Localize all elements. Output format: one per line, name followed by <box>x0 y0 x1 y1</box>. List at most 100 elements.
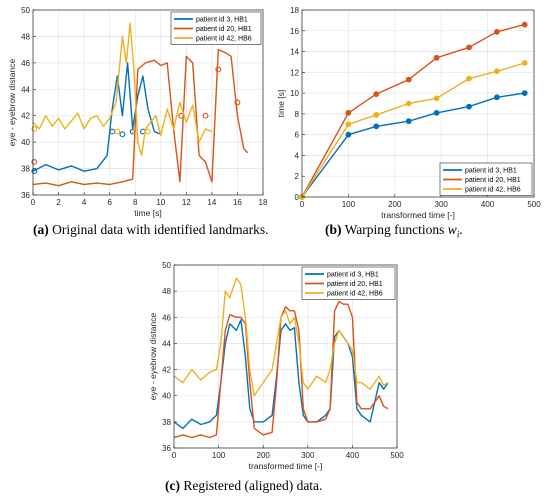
x-tick-label: 300 <box>435 200 449 209</box>
landmark-marker <box>114 128 121 135</box>
x-tick-label: 100 <box>212 451 226 460</box>
legend-label: patient id 42, HB6 <box>327 291 383 298</box>
x-tick-label: 0 <box>300 200 305 209</box>
legend-label: patient id 20, HB1 <box>327 281 383 288</box>
series-line-3 <box>32 22 213 157</box>
data-point <box>345 109 352 116</box>
caption-b-math: w <box>447 222 457 237</box>
landmark-marker <box>31 125 38 132</box>
y-tick-label: 6 <box>295 131 300 140</box>
x-tick-label: 100 <box>342 200 356 209</box>
landmark-marker <box>31 159 38 165</box>
landmark-marker <box>132 128 139 135</box>
x-tick-label: 0 <box>172 451 177 460</box>
caption-c-text: Registered (aligned) data. <box>183 478 323 493</box>
y-axis-label: eye - eyebrow distance <box>7 59 17 147</box>
y-tick-label: 36 <box>21 191 30 200</box>
caption-c-tag: (c) <box>165 478 180 493</box>
x-tick-label: 200 <box>388 200 402 209</box>
data-point <box>493 28 500 35</box>
y-tick-label: 14 <box>290 48 299 57</box>
y-tick-label: 40 <box>21 138 30 147</box>
y-tick-label: 2 <box>295 172 300 181</box>
legend-label: patient id 20, HB1 <box>196 26 252 33</box>
caption-b-tag: (b) <box>325 222 342 237</box>
x-tick-label: 14 <box>207 198 216 207</box>
y-tick-label: 48 <box>162 287 171 296</box>
data-point <box>405 100 412 107</box>
landmark-marker <box>119 131 126 138</box>
caption-a-text: Original data with identified landmarks. <box>52 222 269 237</box>
x-tick-label: 400 <box>481 200 495 209</box>
series-line-3 <box>173 277 389 397</box>
landmark-marker <box>145 128 151 135</box>
data-point <box>493 68 500 75</box>
x-tick-label: 8 <box>133 198 138 207</box>
caption-a-tag: (a) <box>33 222 49 237</box>
y-tick-label: 50 <box>21 6 30 15</box>
caption-b-end: . <box>459 222 463 237</box>
caption-b: (b) Warping functions wi. <box>325 222 463 240</box>
y-tick-label: 12 <box>290 68 299 77</box>
axes-box <box>173 264 398 449</box>
legend-label: patient id 3, HB1 <box>327 272 379 279</box>
y-tick-label: 42 <box>162 366 171 375</box>
data-point <box>345 121 352 128</box>
y-axis-label: eye - eyebrow distance <box>148 313 158 401</box>
legend: patient id 3, HB1 patient id 20, HB1 patie… <box>170 11 262 45</box>
x-axis-label: transformed time [-] <box>381 210 455 220</box>
legend-label: patient id 20, HB1 <box>465 177 521 184</box>
y-tick-label: 48 <box>21 32 30 41</box>
landmark-marker <box>234 99 241 106</box>
x-tick-label: 16 <box>233 198 242 207</box>
caption-b-sub: i <box>456 229 460 240</box>
y-tick-label: 44 <box>162 339 171 348</box>
y-tick-label: 0 <box>295 193 300 202</box>
x-tick-label: 500 <box>390 451 404 460</box>
caption-b-text: Warping functions <box>344 222 448 237</box>
x-tick-label: 500 <box>527 200 541 209</box>
x-tick-label: 0 <box>31 198 36 207</box>
x-axis-label: transformed time [-] <box>249 461 323 471</box>
landmark-marker <box>215 66 222 73</box>
x-tick-label: 200 <box>257 451 271 460</box>
data-point <box>493 94 500 101</box>
series-line-2 <box>32 48 249 187</box>
x-axis-label: time [s] <box>134 208 161 218</box>
legend-label: patient id 3, HB1 <box>196 17 248 24</box>
x-tick-label: 18 <box>259 198 268 207</box>
data-point <box>521 21 528 28</box>
data-point <box>521 90 528 97</box>
y-tick-label: 40 <box>162 392 171 401</box>
data-point <box>373 91 380 98</box>
x-tick-label: 400 <box>346 451 360 460</box>
legend-label: patient id 3, HB1 <box>465 168 517 175</box>
data-point <box>433 95 440 102</box>
caption-c: (c) Registered (aligned) data. <box>165 478 322 494</box>
data-point <box>433 109 440 116</box>
series-line-1 <box>301 92 525 198</box>
x-tick-label: 2 <box>56 198 61 207</box>
y-tick-label: 46 <box>21 59 30 68</box>
series-line-2 <box>301 23 525 198</box>
y-tick-label: 10 <box>290 89 299 98</box>
y-axis-label: time [s] <box>276 90 286 117</box>
data-point <box>373 112 380 118</box>
data-point <box>521 60 528 66</box>
data-point <box>466 44 472 51</box>
chart-c: 0 100 200 300 400 500 36 38 40 42 44 46 48 50 transfor… <box>148 261 404 471</box>
series-line-1 <box>32 62 162 172</box>
y-tick-label: 42 <box>21 112 30 121</box>
y-tick-label: 44 <box>21 85 30 94</box>
data-point <box>373 123 380 130</box>
y-tick-label: 8 <box>295 110 300 119</box>
data-point <box>345 131 352 138</box>
x-tick-label: 6 <box>107 198 112 207</box>
axes-box <box>301 9 535 198</box>
legend-label: patient id 42, HB6 <box>196 36 252 43</box>
legend: patient id 3, HB1 patient id 20, HB1 patie… <box>439 162 533 196</box>
y-tick-label: 46 <box>162 313 171 322</box>
legend-label: patient id 42, HB6 <box>465 187 521 194</box>
